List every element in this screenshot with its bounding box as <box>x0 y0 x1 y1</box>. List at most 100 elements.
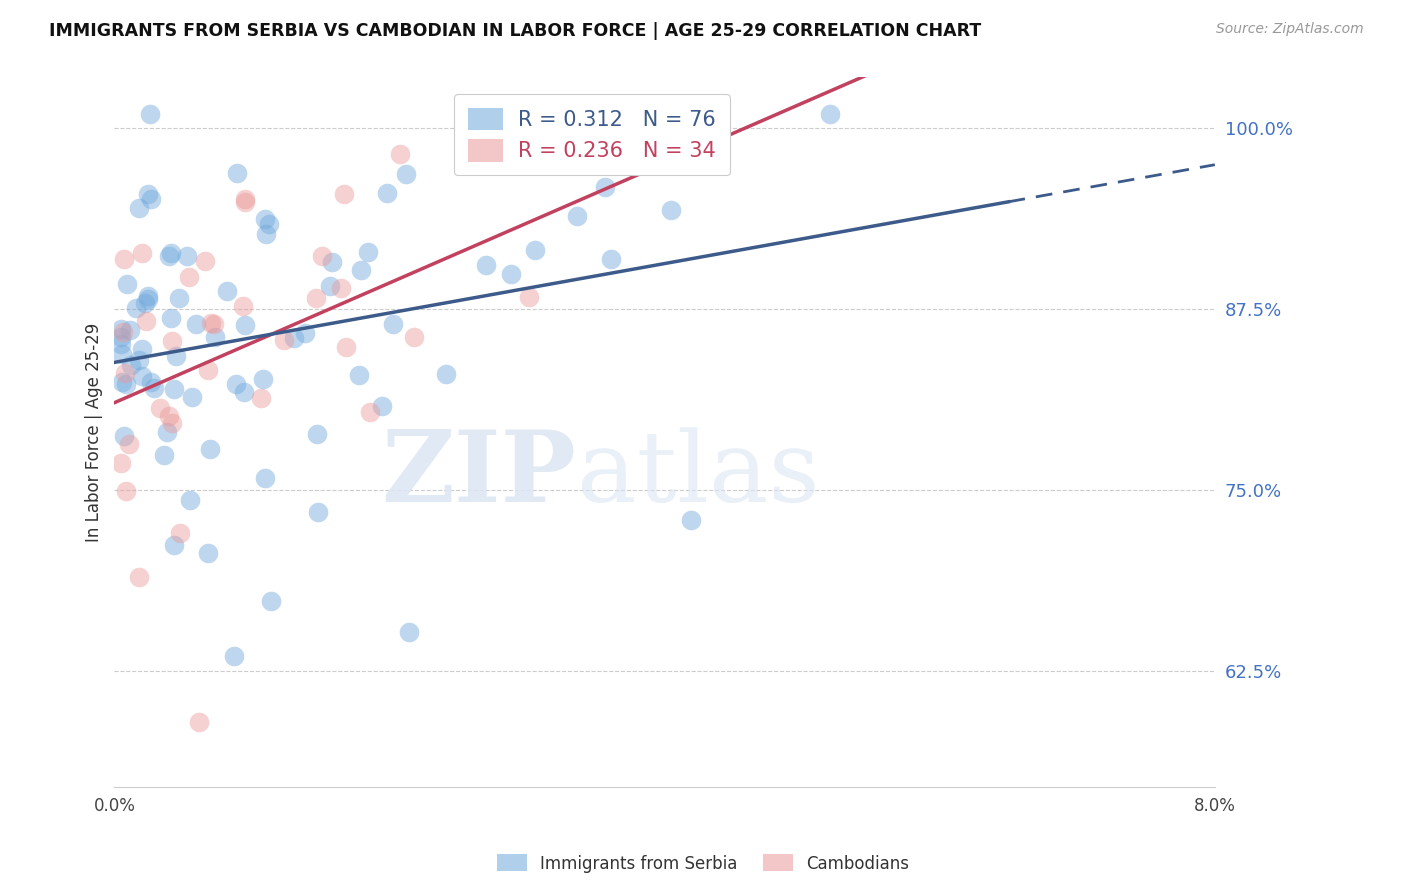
Point <box>114 376 136 391</box>
Point <box>165 349 187 363</box>
Point <box>475 258 498 272</box>
Legend: R = 0.312   N = 76, R = 0.236   N = 34: R = 0.312 N = 76, R = 0.236 N = 34 <box>454 95 730 175</box>
Point <box>110 321 132 335</box>
Point <box>128 201 150 215</box>
Point <box>519 290 541 304</box>
Text: Source: ZipAtlas.com: Source: ZipAtlas.com <box>1216 22 1364 37</box>
Point <box>135 314 157 328</box>
Point <box>111 347 134 361</box>
Point <box>131 246 153 260</box>
Point <box>254 212 277 227</box>
Point <box>305 426 328 441</box>
Point <box>233 195 256 210</box>
Point <box>112 428 135 442</box>
Point <box>128 570 150 584</box>
Point <box>180 390 202 404</box>
Point <box>305 291 328 305</box>
Point <box>682 117 704 131</box>
Text: atlas: atlas <box>576 426 820 523</box>
Point <box>162 334 184 348</box>
Point <box>204 330 226 344</box>
Point <box>350 263 373 277</box>
Point <box>319 279 342 293</box>
Point <box>225 377 247 392</box>
Point <box>176 249 198 263</box>
Point <box>254 227 277 241</box>
Point <box>524 244 547 258</box>
Point <box>233 318 256 332</box>
Point <box>110 456 132 470</box>
Point <box>818 106 841 120</box>
Point <box>359 405 381 419</box>
Point <box>120 358 142 372</box>
Point <box>163 539 186 553</box>
Point <box>321 255 343 269</box>
Point <box>232 385 254 400</box>
Point <box>194 254 217 268</box>
Point <box>333 186 356 201</box>
Point <box>118 437 141 451</box>
Point <box>141 192 163 206</box>
Point <box>307 505 329 519</box>
Point <box>679 513 702 527</box>
Point <box>217 284 239 298</box>
Point <box>134 296 156 310</box>
Point <box>200 316 222 330</box>
Point <box>335 340 357 354</box>
Point <box>330 280 353 294</box>
Point <box>253 471 276 485</box>
Point <box>110 330 132 344</box>
Point <box>567 209 589 223</box>
Point <box>156 425 179 439</box>
Text: IMMIGRANTS FROM SERBIA VS CAMBODIAN IN LABOR FORCE | AGE 25-29 CORRELATION CHART: IMMIGRANTS FROM SERBIA VS CAMBODIAN IN L… <box>49 22 981 40</box>
Point <box>198 442 221 456</box>
Point <box>499 267 522 281</box>
Point <box>197 546 219 560</box>
Point <box>160 246 183 260</box>
Point <box>112 252 135 267</box>
Point <box>389 147 412 161</box>
Point <box>347 368 370 382</box>
Point <box>593 180 616 194</box>
Point <box>259 594 281 608</box>
Point <box>110 337 132 351</box>
Point <box>197 363 219 377</box>
Point <box>395 167 418 181</box>
Point <box>149 401 172 415</box>
Point <box>160 417 183 431</box>
Point <box>257 217 280 231</box>
Point <box>136 187 159 202</box>
Point <box>157 409 180 423</box>
Point <box>136 293 159 307</box>
Point <box>233 192 256 206</box>
Point <box>114 484 136 499</box>
Point <box>371 400 394 414</box>
Point <box>179 493 201 508</box>
Point <box>600 252 623 267</box>
Point <box>402 330 425 344</box>
Point <box>139 375 162 389</box>
Point <box>131 368 153 383</box>
Point <box>128 353 150 368</box>
Point <box>131 343 153 357</box>
Point <box>153 448 176 462</box>
Text: ZIP: ZIP <box>381 426 576 524</box>
Point <box>157 249 180 263</box>
Point <box>232 299 254 313</box>
Point <box>169 526 191 541</box>
Point <box>202 317 225 331</box>
Point <box>142 381 165 395</box>
Point <box>179 270 201 285</box>
Point <box>294 326 316 340</box>
Point <box>375 186 398 201</box>
Point <box>222 648 245 663</box>
Point <box>382 317 405 331</box>
Point <box>283 331 305 345</box>
Point <box>125 301 148 315</box>
Point <box>311 249 333 263</box>
Point <box>118 323 141 337</box>
Point <box>184 318 207 332</box>
Legend: Immigrants from Serbia, Cambodians: Immigrants from Serbia, Cambodians <box>491 847 915 880</box>
Point <box>163 382 186 396</box>
Point <box>160 311 183 326</box>
